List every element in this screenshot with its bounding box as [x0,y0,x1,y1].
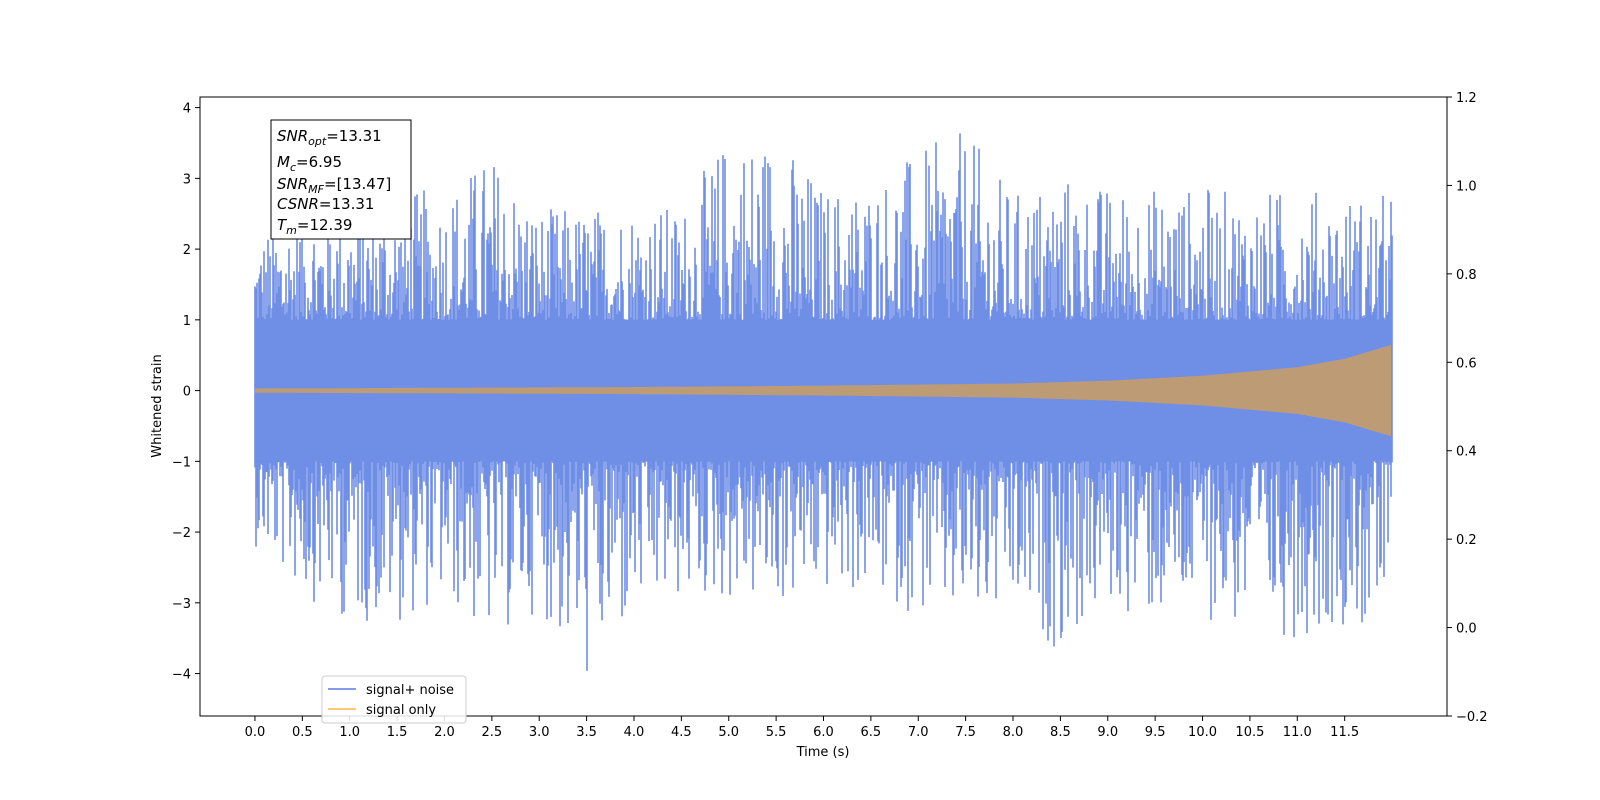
x-tick-label: 9.5 [1145,725,1166,740]
y2-tick-label: 0.2 [1456,533,1477,548]
legend: signal+ noise signal only [321,675,467,724]
x-tick-label: 4.5 [671,725,692,740]
annotation-line: SNRopt=13.31 [277,127,382,148]
annotation-line: Tm=12.39 [277,216,352,237]
y2-tick-label: 0.4 [1456,445,1477,460]
y-tick-label: 2 [183,243,191,258]
y-tick-label: −1 [172,455,191,470]
x-tick-label: 7.0 [908,725,929,740]
y-axis-left: 4 3 2 1 0 −1 −2 −3 −4 [172,102,200,683]
y2-tick-label: 0.8 [1456,268,1477,283]
x-axis-title: Time (s) [796,745,850,760]
x-tick-label: 1.0 [339,725,360,740]
y-tick-label: −4 [172,668,191,683]
x-tick-label: 8.5 [1050,725,1071,740]
y-tick-label: 1 [183,314,191,329]
x-tick-label: 11.0 [1283,725,1312,740]
x-tick-label: 0.5 [292,725,313,740]
legend-frame [321,675,467,724]
y-tick-label: 4 [183,102,191,117]
y2-tick-label: −0.2 [1456,710,1488,725]
x-tick-label: 6.0 [813,725,834,740]
y2-tick-label: 0.0 [1456,622,1477,637]
x-tick-label: 4.0 [624,725,645,740]
y2-tick-label: 1.2 [1456,91,1477,106]
x-tick-label: 1.5 [387,725,408,740]
y-tick-label: −3 [172,597,191,612]
x-tick-label: 2.5 [482,725,503,740]
x-tick-label: 9.0 [1097,725,1118,740]
x-tick-label: 10.5 [1235,725,1264,740]
x-tick-label: 5.5 [766,725,787,740]
x-tick-label: 3.0 [529,725,550,740]
x-tick-label: 2.0 [434,725,455,740]
x-tick-label: 7.5 [955,725,976,740]
x-tick-label: 11.5 [1330,725,1359,740]
x-tick-label: 0.0 [245,725,266,740]
x-tick-label: 8.0 [1003,725,1024,740]
annotation-line: CSNR=13.31 [277,195,374,213]
legend-label-signal-noise: signal+ noise [366,683,454,698]
x-tick-label: 6.5 [861,725,882,740]
annotation-line: SNRMF=[13.47] [277,175,391,196]
y-axis-title: Whitened strain [150,354,165,457]
annotation-line: Mc=6.95 [277,153,342,174]
x-axis: 0.0 0.5 1.0 1.5 2.0 2.5 3.0 3.5 4.0 4.5 5.0 5.5 6.0 6… [245,716,1359,740]
y-tick-label: −2 [172,526,191,541]
legend-label-signal-only: signal only [366,703,436,718]
series-layer [254,133,1393,671]
y-tick-label: 0 [183,385,191,400]
series-signal-only [255,344,1391,437]
y2-tick-label: 1.0 [1456,179,1477,194]
y2-tick-label: 0.6 [1456,356,1477,371]
y-axis-right: 1.2 1.0 0.8 0.6 0.4 0.2 0.0 −0.2 [1447,91,1488,725]
annotation-box: SNRopt=13.31 Mc=6.95SNRMF=[13.47]CSNR=13.… [270,119,412,240]
y-tick-label: 3 [183,172,191,187]
x-tick-label: 10.0 [1188,725,1217,740]
x-tick-label: 5.0 [718,725,739,740]
x-tick-label: 3.5 [576,725,597,740]
